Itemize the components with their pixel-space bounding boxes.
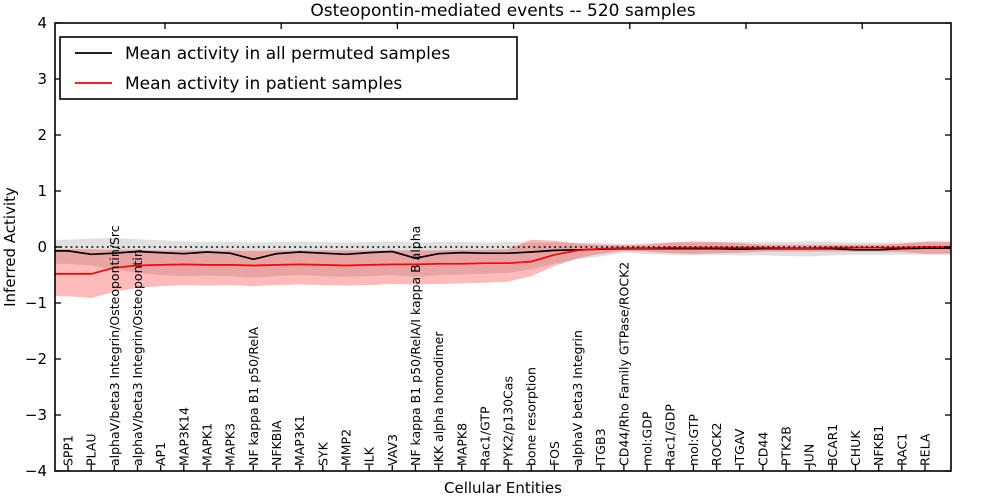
x-tick-label: ROCK2	[709, 423, 724, 466]
x-tick-label: Rac1/GDP	[663, 404, 678, 466]
x-tick-label: CHUK	[848, 430, 863, 466]
x-tick-label: ITGB3	[593, 428, 608, 466]
y-axis-label: Inferred Activity	[1, 187, 19, 307]
x-tick-label: NF kappa B1 p50/RelA/I kappa B alpha	[408, 226, 423, 466]
x-tick-label: MAP3K1	[292, 415, 307, 466]
legend-box	[59, 36, 518, 100]
x-tick-label: PYK2/p130Cas	[501, 376, 516, 466]
y-tick-label: 3	[37, 70, 47, 88]
x-tick-label: alphaV beta3 Integrin	[570, 330, 585, 466]
x-tick-label: FOS	[547, 441, 562, 466]
x-tick-label: NFKB1	[871, 425, 886, 466]
axes-frame	[54, 22, 952, 472]
series-lines	[55, 246, 951, 275]
x-tick-label: ITGAV	[732, 428, 747, 466]
x-tick-label: BCAR1	[825, 424, 840, 466]
x-tick-label: PTK2B	[779, 426, 794, 466]
y-tick-label: −4	[25, 462, 47, 480]
y-tick-label: 0	[37, 238, 47, 256]
legend-label-patient: Mean activity in patient samples	[125, 74, 402, 94]
x-tick-label: CD44	[755, 432, 770, 466]
x-tick-label: SYK	[315, 441, 330, 466]
x-tick-label: mol:GDP	[640, 411, 655, 466]
legend: Mean activity in all permuted samples Me…	[59, 36, 518, 100]
y-tick-label: −1	[25, 294, 47, 312]
x-tick-label: MAPK3	[223, 423, 238, 466]
line-patient-mean	[55, 246, 951, 275]
x-tick-label: ILK	[362, 446, 377, 466]
x-tick-label: mol:GTP	[686, 414, 701, 466]
x-tick-label: NF kappa B1 p50/RelA	[246, 326, 261, 466]
x-tick-label: alphaV/beta3 Integrin/Osteopontin	[130, 249, 145, 466]
chart-title: Osteopontin-mediated events -- 520 sampl…	[310, 1, 695, 21]
y-tick-label: 4	[37, 14, 47, 32]
x-tick-label: MAPK8	[454, 423, 469, 466]
x-tick-label: VAV3	[385, 434, 400, 466]
x-tick-label: alphaV/beta3 Integrin/Osteopontin/Src	[107, 225, 122, 466]
x-axis-label: Cellular Entities	[444, 479, 562, 497]
x-tick-label: RAC1	[894, 433, 909, 466]
y-tick-label: −2	[25, 350, 47, 368]
x-tick-label: NFKBIA	[269, 420, 284, 466]
y-tick-label: 2	[37, 126, 47, 144]
x-tick-label: SPP1	[61, 435, 76, 466]
tick-labels: 4 3 2 1 0 −1 −2 −3 −4 SPP1 PLAU alphaV/beta3 Integr…	[25, 14, 933, 480]
x-tick-label: MAPK1	[199, 423, 214, 466]
x-tick-label: bone resorption	[524, 367, 539, 466]
y-tick-label: −3	[25, 406, 47, 424]
x-tick-label: PLAU	[84, 434, 99, 467]
x-tick-label: MMP2	[338, 429, 353, 466]
x-tick-label: AP1	[153, 442, 168, 466]
x-tick-label: JUN	[802, 444, 817, 467]
x-tick-label: IKK alpha homodimer	[431, 331, 446, 466]
x-tick-label: MAP3K14	[176, 407, 191, 466]
y-tick-label: 1	[37, 182, 47, 200]
x-tick-label: Rac1/GTP	[477, 406, 492, 466]
x-tick-label: RELA	[918, 433, 933, 466]
x-tick-label: CD44/Rho Family GTPase/ROCK2	[616, 262, 631, 466]
legend-label-permuted: Mean activity in all permuted samples	[125, 44, 450, 64]
